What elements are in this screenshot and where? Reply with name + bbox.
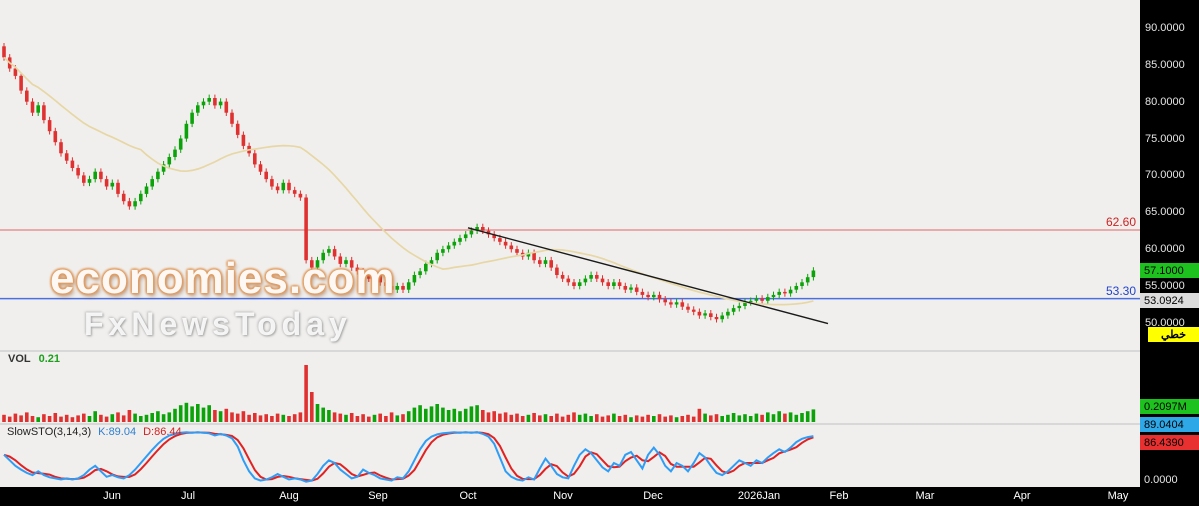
resistance-level-label: 62.60 — [1105, 214, 1136, 229]
sto-k-line[interactable] — [3, 431, 814, 483]
x-axis-month-label: Jul — [180, 490, 196, 502]
volume-pane-header: VOL 0.21 — [8, 353, 60, 365]
last-price-badge: 57.1000 — [1140, 263, 1199, 278]
ma-value-badge: 53.0924 — [1140, 293, 1199, 308]
price-axis-label: 55.0000 — [1145, 280, 1185, 293]
trendline[interactable] — [467, 227, 829, 325]
candles — [2, 43, 816, 323]
x-axis-month-label: Aug — [279, 490, 299, 502]
linear-mode-badge[interactable]: خطي — [1148, 327, 1199, 342]
x-axis-month-label: Apr — [1013, 490, 1031, 502]
price-axis-label: 85.0000 — [1145, 58, 1185, 71]
price-axis-label: 90.0000 — [1145, 21, 1185, 34]
price-axis-label: 65.0000 — [1145, 206, 1185, 219]
x-axis-month-label: Jun — [103, 490, 121, 502]
sto-d-value: D:86.44 — [143, 426, 182, 438]
sto-indicator-name: SlowSTO(3,14,3) — [7, 426, 92, 438]
x-axis-month-label: 2026Jan — [737, 490, 781, 502]
sto-d-line[interactable] — [3, 431, 814, 482]
level-lines — [0, 229, 1140, 300]
price-axis-label: 50.0000 — [1145, 316, 1185, 329]
volume-value: 0.21 — [38, 353, 61, 365]
x-axis-month-label: Nov — [553, 490, 573, 502]
sto-k-value: K:89.04 — [98, 426, 137, 438]
support-level-label: 53.30 — [1105, 283, 1136, 298]
chart-canvas[interactable] — [0, 0, 1140, 487]
price-axis-label: 70.0000 — [1145, 169, 1185, 182]
price-axis-label: 60.0000 — [1145, 243, 1185, 256]
volume-bars — [2, 365, 816, 422]
sto-d-badge: 86.4390 — [1140, 435, 1199, 450]
price-axis[interactable]: 90.0000 85.0000 80.0000 75.0000 70.0000 65.00… — [1140, 0, 1199, 506]
x-axis-month-label: Mar — [915, 490, 935, 502]
volume-value-badge: 0.2097M — [1140, 399, 1199, 414]
pane-separators — [0, 350, 1140, 425]
x-axis-month-label: Feb — [829, 490, 849, 502]
sto-zero-label: 0.0000 — [1144, 474, 1178, 486]
x-axis-month-label: Oct — [459, 490, 477, 502]
price-axis-label: 80.0000 — [1145, 95, 1185, 108]
volume-label: VOL — [8, 353, 31, 365]
moving-average-line[interactable] — [3, 56, 814, 306]
x-axis-month-label: Dec — [643, 490, 663, 502]
price-axis-label: 75.0000 — [1145, 132, 1185, 145]
sto-k-badge: 89.0404 — [1140, 417, 1199, 432]
time-axis[interactable]: Jun Jul Aug Sep Oct Nov Dec 2026Jan Feb Mar Apr May — [0, 487, 1140, 506]
sto-pane-header: SlowSTO(3,14,3) K:89.04 D:86.44 — [7, 426, 182, 438]
x-axis-month-label: May — [1107, 490, 1129, 502]
x-axis-month-label: Sep — [368, 490, 388, 502]
